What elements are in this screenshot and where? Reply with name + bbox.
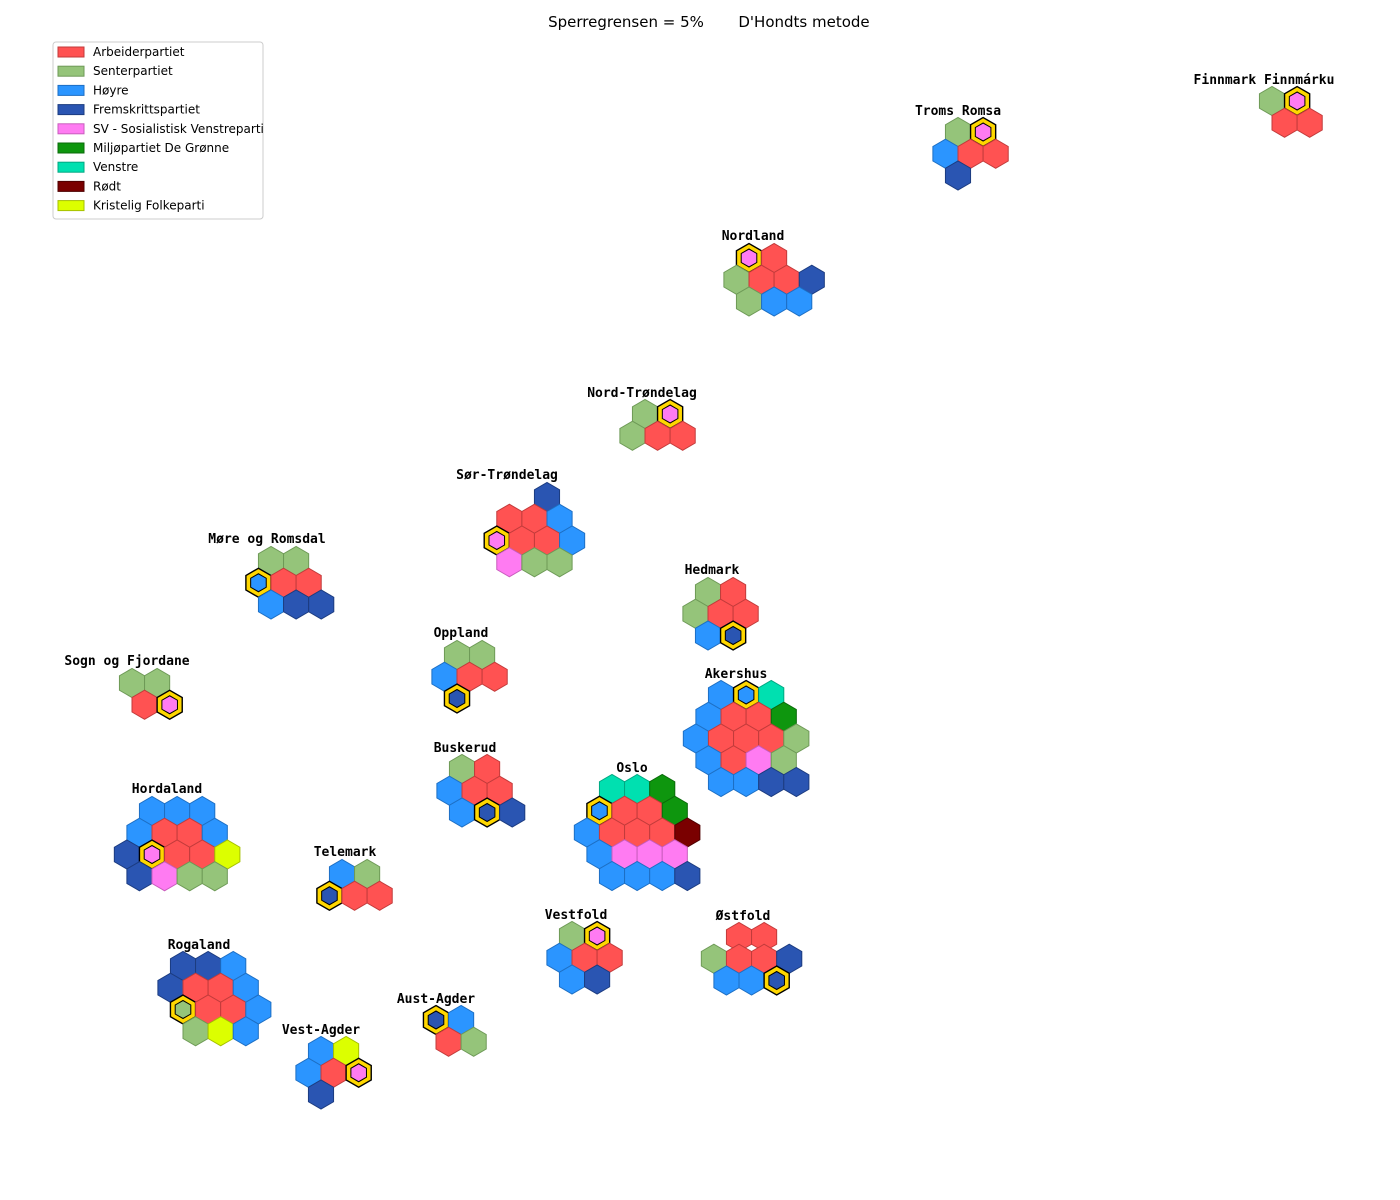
seat-vest-agder-fremskrittspartiet (307, 1079, 335, 1110)
region-buskerud: Buskerud (434, 741, 526, 828)
seat-aust-agder-senterpartiet (460, 1026, 487, 1057)
legend-swatch-rodt (57, 180, 85, 192)
seat-rogaland-hoyre (232, 1016, 259, 1047)
region-ostfold: Østfold (700, 909, 803, 996)
region-label-troms-romsa: Troms Romsa (915, 104, 1001, 119)
seat-hedmark-fremskrittspartiet (724, 625, 742, 646)
region-akershus: Akershus (682, 667, 810, 798)
seat-oslo-fremskrittspartiet (674, 860, 701, 892)
seat-telemark-fremskrittspartiet (321, 886, 338, 906)
region-hedmark: Hedmark (682, 563, 759, 651)
seat-nord-trondelag-sv-sosialistisk-venstreparti (661, 404, 679, 424)
region-label-oppland: Oppland (434, 626, 489, 641)
seat-akershus-hoyre (737, 685, 755, 705)
legend-swatch-senterpartiet (57, 65, 85, 77)
legend-swatch-hoyre (57, 84, 85, 96)
region-finnmark-finnmarku: Finnmark Finnmárku (1194, 73, 1335, 138)
seat-more-og-romsdal-hoyre (250, 573, 267, 593)
seat-nordland-hoyre (786, 286, 813, 317)
seat-finnmark-finnmarku-arbeiderpartiet (1296, 107, 1323, 138)
seat-oslo-hoyre (591, 801, 608, 821)
region-vest-agder: Vest-Agder (282, 1023, 372, 1110)
seat-rogaland-senterpartiet (174, 999, 192, 1020)
region-label-nord-trondelag: Nord-Trøndelag (587, 386, 697, 401)
legend: Arbeiderpartiet Senterpartiet Høyre Fremskr… (52, 41, 264, 220)
seat-finnmark-finnmarku-sv-sosialistisk-venstreparti (1288, 91, 1306, 111)
region-label-vestfold: Vestfold (545, 908, 608, 923)
region-label-finnmark-finnmarku: Finnmark Finnmárku (1194, 73, 1335, 88)
seat-hordaland-senterpartiet (201, 861, 228, 892)
region-label-sogn-og-fjordane: Sogn og Fjordane (64, 654, 189, 669)
seat-hordaland-sv-sosialistisk-venstreparti (143, 844, 161, 865)
chart-title-method: D'Hondts metode (738, 13, 869, 31)
region-vestfold: Vestfold (545, 908, 623, 995)
region-hordaland: Hordaland (113, 782, 241, 892)
seat-vestfold-fremskrittspartiet (584, 964, 611, 995)
legend-label-arbeiderpartiet: Arbeiderpartiet (93, 45, 185, 59)
seat-sogn-og-fjordane-sv-sosialistisk-venstreparti (161, 695, 178, 715)
region-oslo: Oslo (573, 761, 701, 892)
region-troms-romsa: Troms Romsa (915, 104, 1009, 191)
legend-swatch-venstre (57, 161, 85, 173)
seat-sor-trondelag-sv-sosialistisk-venstreparti (488, 530, 506, 551)
seat-oppland-fremskrittspartiet (448, 688, 466, 709)
seat-ostfold-fremskrittspartiet (768, 970, 785, 991)
region-label-hedmark: Hedmark (685, 563, 740, 578)
region-label-more-og-romsdal: Møre og Romsdal (208, 532, 325, 547)
region-nord-trondelag: Nord-Trøndelag (587, 386, 697, 451)
legend-swatch-fremskrittspartiet (57, 104, 85, 116)
seat-akershus-fremskrittspartiet (783, 766, 810, 798)
seat-vest-agder-sv-sosialistisk-venstreparti (350, 1063, 367, 1083)
chart-title-threshold: Sperregrensen = 5% (548, 13, 704, 31)
legend-label-rodt: Rødt (93, 179, 121, 193)
seat-buskerud-fremskrittspartiet (499, 797, 526, 828)
seat-vestfold-sv-sosialistisk-venstreparti (588, 926, 606, 946)
seat-ostfold-arbeiderpartiet (751, 921, 778, 953)
legend-label-hoyre: Høyre (93, 83, 129, 97)
seat-troms-romsa-arbeiderpartiet (982, 138, 1009, 169)
region-nordland: Nordland (722, 229, 825, 317)
legend-swatch-kristelig-folkeparti (57, 200, 85, 212)
seat-troms-romsa-fremskrittspartiet (944, 160, 972, 191)
region-label-telemark: Telemark (314, 845, 377, 860)
seat-troms-romsa-sv-sosialistisk-venstreparti (974, 122, 992, 142)
region-label-buskerud: Buskerud (434, 741, 497, 756)
region-label-rogaland: Rogaland (168, 938, 231, 953)
seat-telemark-arbeiderpartiet (366, 880, 393, 911)
seat-more-og-romsdal-fremskrittspartiet (308, 589, 335, 620)
region-label-vest-agder: Vest-Agder (282, 1023, 360, 1038)
seat-sor-trondelag-senterpartiet (546, 547, 573, 578)
region-sor-trondelag: Sør-Trøndelag (456, 468, 586, 578)
seat-nord-trondelag-arbeiderpartiet (669, 420, 696, 451)
legend-label-kristelig-folkeparti: Kristelig Folkeparti (93, 199, 205, 213)
legend-label-sv-sosialistisk-venstreparti: SV - Sosialistisk Venstreparti (93, 122, 264, 136)
legend-swatch-miljopartiet-de-gronne (57, 142, 85, 154)
region-label-sor-trondelag: Sør-Trøndelag (456, 468, 558, 483)
region-more-og-romsdal: Møre og Romsdal (208, 532, 335, 620)
legend-frame (52, 41, 264, 220)
regions-layer: Finnmark Finnmárku Troms Romsa Nordland Nor… (64, 73, 1335, 1110)
region-sogn-og-fjordane: Sogn og Fjordane (64, 654, 190, 721)
region-aust-agder: Aust-Agder (397, 992, 487, 1057)
legend-swatch-arbeiderpartiet (57, 46, 85, 58)
region-label-akershus: Akershus (705, 667, 768, 682)
region-label-ostfold: Østfold (715, 909, 771, 924)
seat-nordland-sv-sosialistisk-venstreparti (740, 248, 758, 268)
region-oppland: Oppland (431, 626, 508, 714)
legend-swatch-sv-sosialistisk-venstreparti (57, 123, 85, 135)
seat-oppland-arbeiderpartiet (481, 661, 508, 692)
legend-label-fremskrittspartiet: Fremskrittspartiet (93, 103, 200, 117)
legend-label-miljopartiet-de-gronne: Miljøpartiet De Grønne (93, 141, 229, 155)
region-label-aust-agder: Aust-Agder (397, 992, 475, 1007)
legend-label-senterpartiet: Senterpartiet (93, 64, 173, 78)
seat-aust-agder-fremskrittspartiet (427, 1010, 445, 1030)
region-rogaland: Rogaland (157, 938, 272, 1047)
legend-label-venstre: Venstre (93, 160, 138, 174)
region-label-nordland: Nordland (722, 229, 785, 244)
region-label-oslo: Oslo (616, 761, 647, 776)
region-telemark: Telemark (314, 845, 393, 912)
region-label-hordaland: Hordaland (132, 782, 202, 797)
seat-buskerud-fremskrittspartiet (478, 802, 496, 823)
